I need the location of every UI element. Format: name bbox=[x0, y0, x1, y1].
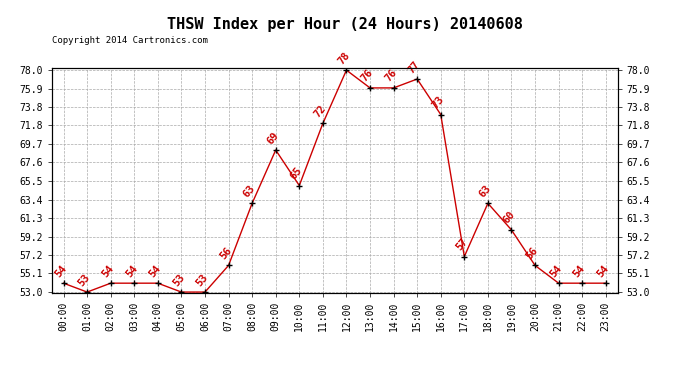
Text: 54: 54 bbox=[53, 263, 68, 279]
Text: 54: 54 bbox=[147, 263, 163, 279]
Text: 60: 60 bbox=[501, 210, 517, 226]
Text: 63: 63 bbox=[477, 183, 493, 199]
Text: 54: 54 bbox=[571, 263, 587, 279]
Text: 76: 76 bbox=[359, 68, 375, 84]
Text: 53: 53 bbox=[195, 272, 210, 288]
Text: 53: 53 bbox=[171, 272, 186, 288]
Text: THSW Index per Hour (24 Hours) 20140608: THSW Index per Hour (24 Hours) 20140608 bbox=[167, 17, 523, 32]
Text: 63: 63 bbox=[241, 183, 257, 199]
Text: 76: 76 bbox=[383, 68, 399, 84]
Text: 54: 54 bbox=[548, 263, 564, 279]
Text: 54: 54 bbox=[595, 263, 611, 279]
Text: 65: 65 bbox=[288, 165, 304, 182]
Text: 69: 69 bbox=[265, 130, 281, 146]
Text: 54: 54 bbox=[100, 263, 116, 279]
Text: 53: 53 bbox=[77, 272, 92, 288]
Text: 56: 56 bbox=[218, 245, 234, 261]
Text: 77: 77 bbox=[406, 59, 422, 75]
Text: THSW  (°F): THSW (°F) bbox=[545, 51, 607, 61]
Text: 73: 73 bbox=[430, 94, 446, 110]
Text: 72: 72 bbox=[313, 103, 328, 119]
Text: 56: 56 bbox=[524, 245, 540, 261]
Text: 78: 78 bbox=[336, 50, 351, 66]
Text: 57: 57 bbox=[454, 236, 469, 252]
Text: 54: 54 bbox=[124, 263, 139, 279]
Text: Copyright 2014 Cartronics.com: Copyright 2014 Cartronics.com bbox=[52, 36, 208, 45]
